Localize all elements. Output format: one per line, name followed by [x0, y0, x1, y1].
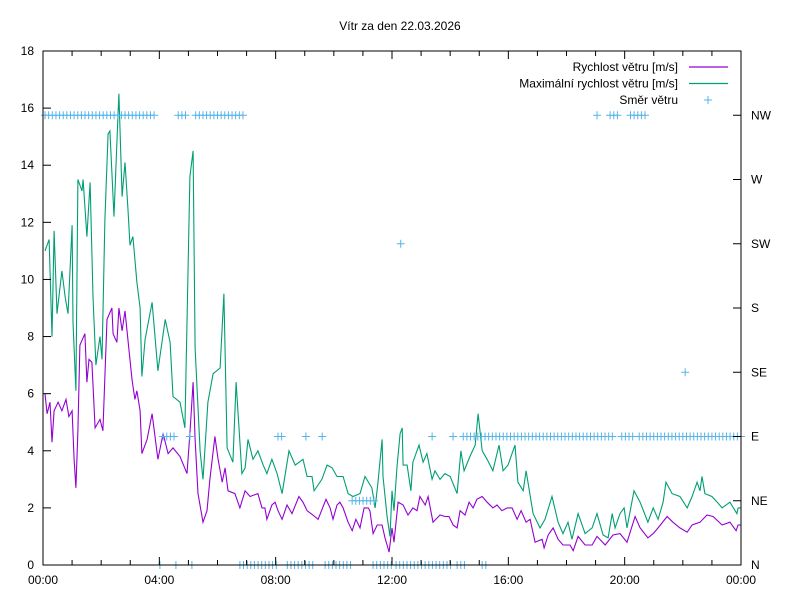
- direction-point: [301, 432, 310, 441]
- y2-tick-label: N: [751, 558, 760, 572]
- direction-point: [369, 496, 378, 505]
- y-tick-label: 10: [21, 272, 35, 286]
- y-tick-label: 8: [27, 330, 34, 344]
- x-tick-label: 04:00: [144, 573, 174, 587]
- y2-tick-label: NW: [751, 108, 772, 122]
- direction-point: [318, 432, 327, 441]
- direction-point: [181, 111, 190, 120]
- legend: Rychlost větru [m/s] Maximální rychlost v…: [519, 60, 728, 107]
- direction-point: [150, 111, 159, 120]
- direction-point: [641, 111, 650, 120]
- direction-point: [396, 239, 405, 248]
- series-0: [44, 307, 741, 553]
- x-tick-label: 16:00: [493, 573, 523, 587]
- direction-point: [170, 432, 179, 441]
- x-tick-label: 12:00: [377, 573, 407, 587]
- direction-point: [277, 432, 286, 441]
- direction-point: [449, 432, 458, 441]
- y-tick-label: 16: [21, 101, 35, 115]
- x-tick-label: 00:00: [28, 573, 58, 587]
- direction-point: [613, 111, 622, 120]
- y2-tick-label: NE: [751, 494, 768, 508]
- axes: 0 2 4 6 8 10 12 14 16 18 N NE E SE S SW W NW 00:00 04:00 08:…: [21, 44, 772, 587]
- y2-tick-label: S: [751, 301, 759, 315]
- y-tick-label: 0: [27, 558, 34, 572]
- series-line: [44, 307, 741, 553]
- direction-point: [238, 111, 247, 120]
- y-tick-label: 18: [21, 44, 35, 58]
- direction-point: [593, 111, 602, 120]
- x-tick-label: 08:00: [261, 573, 291, 587]
- direction-point: [185, 432, 194, 441]
- series-1: [44, 93, 741, 540]
- plot-border: [42, 50, 742, 566]
- legend-marker: [704, 96, 712, 104]
- x-tick-label: 00:00: [726, 573, 756, 587]
- y-tick-label: 14: [21, 158, 35, 172]
- direction-point: [681, 368, 690, 377]
- y2-tick-label: SW: [751, 237, 771, 251]
- plot-area: [41, 93, 745, 569]
- y2-tick-label: SE: [751, 365, 767, 379]
- chart-title: Vítr za den 22.03.2026: [339, 19, 461, 33]
- legend-label: Rychlost větru [m/s]: [573, 60, 678, 74]
- y-tick-label: 2: [27, 501, 34, 515]
- series-line: [44, 93, 741, 540]
- y-tick-label: 4: [27, 444, 34, 458]
- legend-label: Směr větru: [619, 93, 678, 107]
- legend-label: Maximální rychlost větru [m/s]: [519, 77, 678, 91]
- y-tick-label: 12: [21, 215, 35, 229]
- x-tick-label: 20:00: [610, 573, 640, 587]
- y2-tick-label: E: [751, 430, 759, 444]
- direction-point: [608, 432, 617, 441]
- series-2: [41, 111, 745, 569]
- y2-tick-label: W: [751, 173, 763, 187]
- y-tick-label: 6: [27, 387, 34, 401]
- direction-point: [428, 432, 437, 441]
